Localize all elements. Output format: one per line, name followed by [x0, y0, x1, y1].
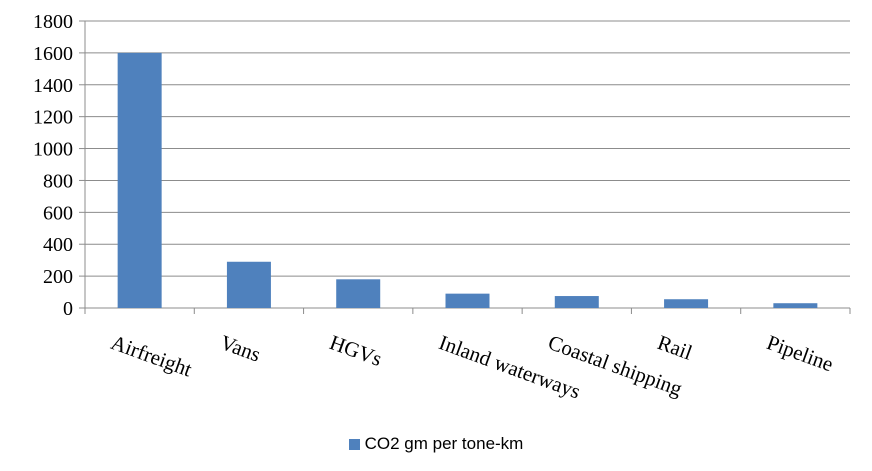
y-tick-label: 600	[43, 202, 73, 224]
y-tick-label: 200	[43, 266, 73, 288]
y-tick-label: 1800	[33, 11, 73, 33]
y-tick-label: 1400	[33, 75, 73, 97]
y-tick-label: 1200	[33, 107, 73, 129]
y-tick-label: 400	[43, 234, 73, 256]
y-tick-label: 0	[63, 298, 73, 320]
bar	[445, 293, 490, 308]
x-tick-label: HGVs	[327, 330, 386, 371]
bar	[773, 303, 818, 308]
chart-canvas: 0 200 400 600 800 1000 1200 1400 1600 1800 Airfrei…	[33, 11, 851, 404]
bar	[226, 261, 271, 308]
legend-swatch	[348, 439, 360, 450]
x-tick-label: Rail	[654, 330, 695, 365]
bar	[664, 299, 709, 308]
bar	[336, 279, 381, 308]
legend: CO2 gm per tone-km	[0, 434, 872, 454]
y-tick-label: 1600	[33, 43, 73, 65]
x-tick-label: Vans	[217, 330, 264, 367]
y-tick-label: 800	[43, 170, 73, 192]
bar	[117, 52, 162, 309]
legend-label: CO2 gm per tone-km	[364, 434, 524, 453]
x-tick-label: Pipeline	[764, 330, 837, 376]
x-tick-label: Airfreight	[108, 330, 195, 381]
y-tick-label: 1000	[33, 139, 73, 161]
bar	[554, 296, 599, 308]
